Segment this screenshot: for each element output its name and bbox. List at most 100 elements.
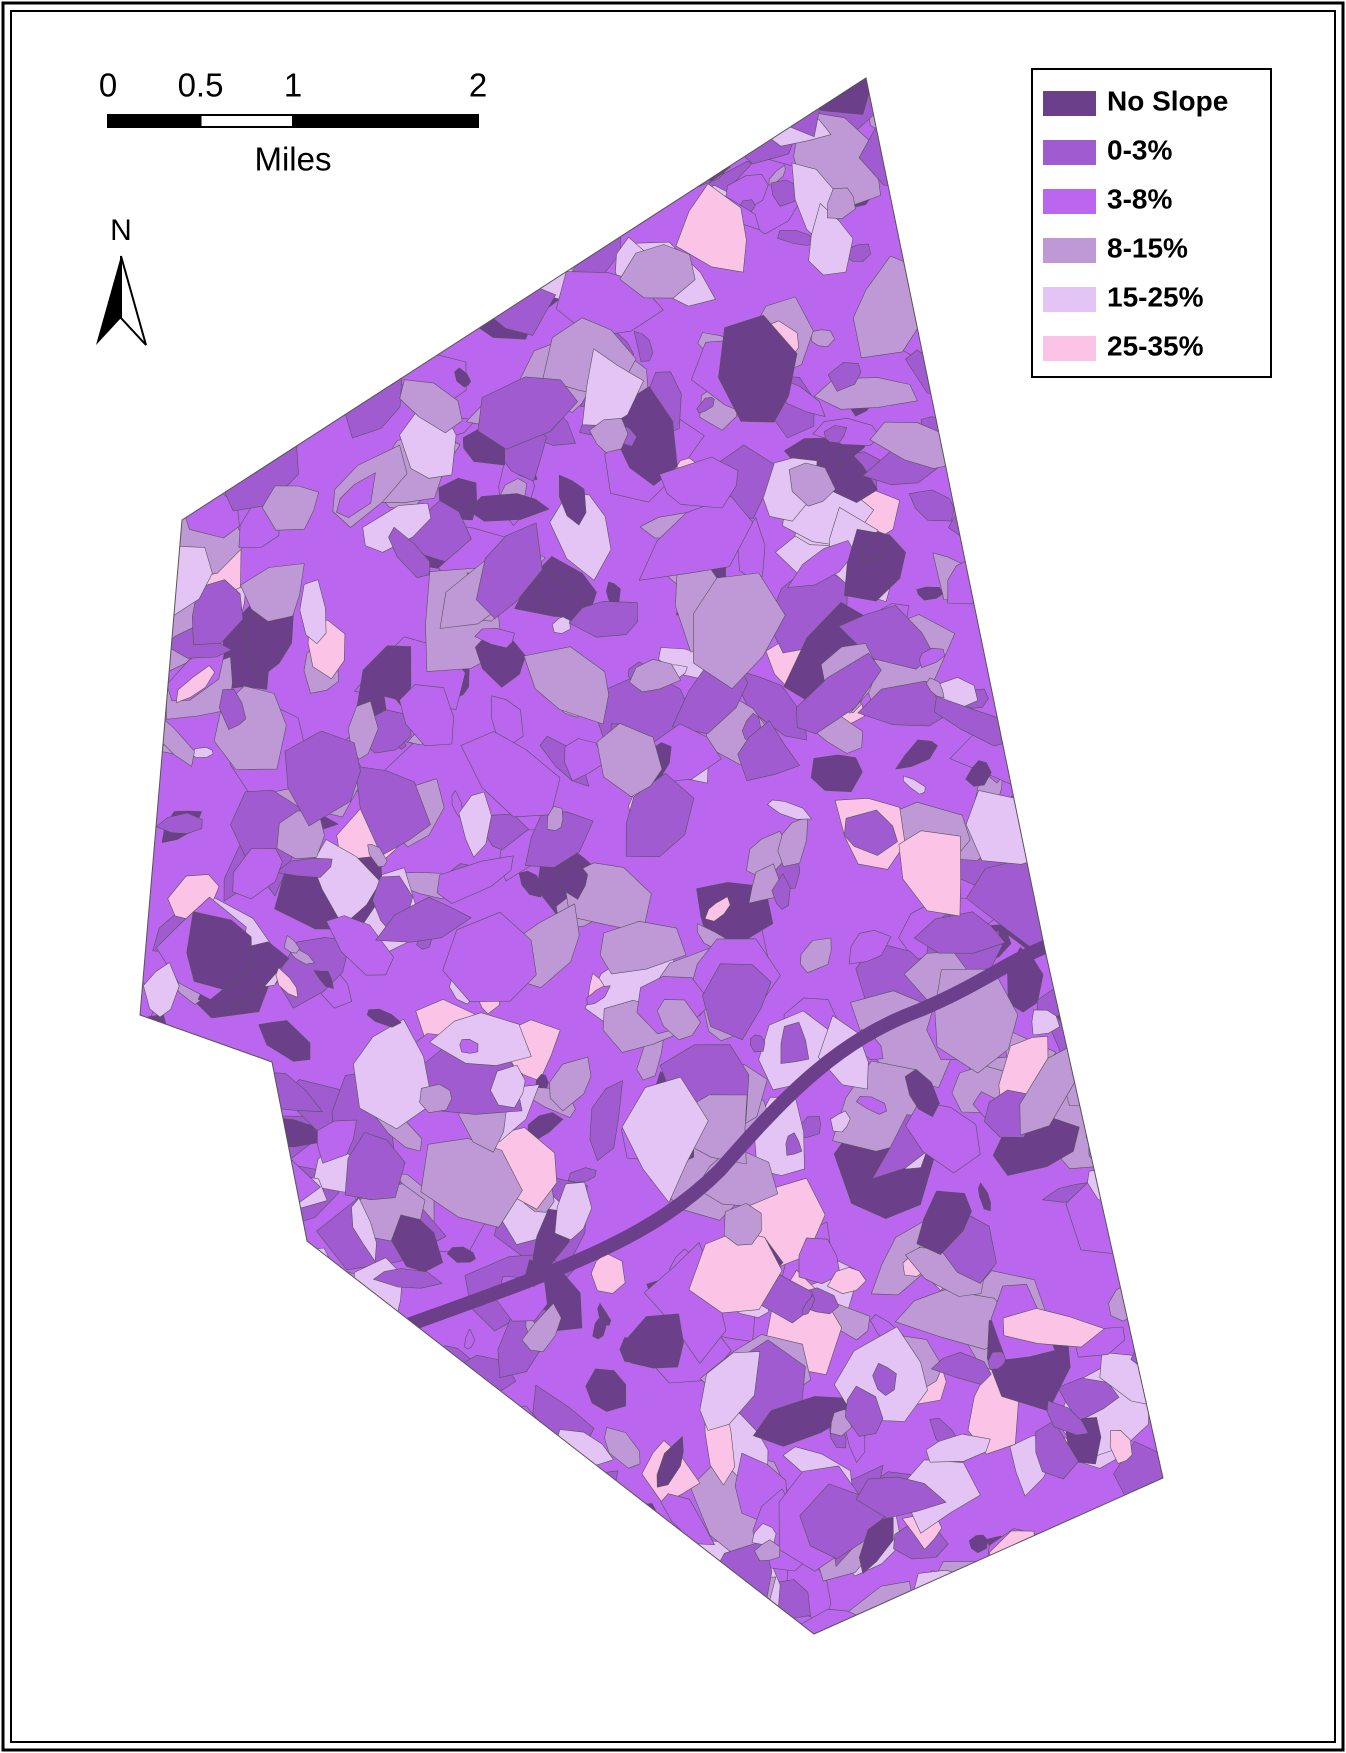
slope-patch <box>547 77 577 106</box>
slope-patch <box>147 1144 201 1221</box>
slope-patch <box>270 411 304 447</box>
slope-patch <box>890 1639 907 1657</box>
slope-patch <box>965 1611 1017 1658</box>
slope-patch <box>1113 1140 1211 1191</box>
slope-patch <box>1131 1338 1223 1380</box>
slope-patch <box>1111 693 1149 722</box>
slope-patch <box>1066 1177 1171 1255</box>
slope-patch <box>1108 1025 1157 1093</box>
slope-patch <box>248 1368 328 1439</box>
slope-patch <box>131 613 158 643</box>
slope-patch <box>976 468 1063 527</box>
slope-patch <box>715 1630 738 1653</box>
slope-patch <box>404 1421 458 1476</box>
slope-patch <box>936 398 1049 447</box>
slope-patch <box>1089 1124 1130 1168</box>
slope-patch <box>360 171 407 234</box>
slope-patch <box>413 141 482 175</box>
slope-patch <box>226 1378 246 1398</box>
slope-patch <box>457 236 479 247</box>
slope-patch <box>374 1482 409 1513</box>
slope-patch <box>367 183 443 238</box>
slope-patch <box>1123 1048 1147 1073</box>
slope-patch <box>250 1119 285 1154</box>
slope-patch <box>312 174 333 216</box>
slope-patch <box>358 159 419 215</box>
slope-patch <box>442 1613 497 1655</box>
slope-patch <box>958 1577 1047 1623</box>
slope-patch <box>397 1397 450 1446</box>
slope-patch <box>1042 617 1138 691</box>
slope-patch <box>1065 631 1165 697</box>
slope-patch <box>535 1567 579 1651</box>
arrow-right <box>121 256 146 345</box>
slope-patch <box>980 397 1000 415</box>
slope-patch <box>528 1595 581 1640</box>
map-layout: Miles 00.512 N No Slope0-3%3-8%8-15%15-2… <box>0 0 1346 1753</box>
slope-patch <box>392 1405 473 1463</box>
slope-patch <box>623 93 677 158</box>
slope-patch <box>355 1351 421 1429</box>
slope-patch <box>1094 1140 1168 1215</box>
slope-patch <box>605 1504 646 1558</box>
slope-patch <box>418 172 486 278</box>
slope-patch <box>238 1504 294 1567</box>
slope-patch <box>682 132 714 169</box>
slope-patch <box>215 73 271 139</box>
slope-patch <box>455 274 486 306</box>
slope-patch <box>433 1574 531 1664</box>
slope-patch <box>730 57 801 113</box>
slope-patch <box>264 258 298 289</box>
slope-patch <box>1049 397 1119 490</box>
slope-patch <box>107 490 154 525</box>
slope-patch <box>1000 55 1025 86</box>
slope-patch <box>1139 991 1165 1008</box>
slope-patch <box>205 1051 220 1089</box>
slope-patch <box>652 92 727 149</box>
slope-patch <box>1146 1568 1209 1694</box>
slope-patch <box>663 1593 721 1683</box>
scale-tick-label: 1 <box>284 67 302 104</box>
slope-patch <box>166 338 215 391</box>
slope-patch <box>229 1527 274 1581</box>
slope-patch <box>427 1546 442 1567</box>
slope-patch <box>136 424 209 515</box>
slope-patch <box>345 196 374 216</box>
legend-label: 25-35% <box>1107 330 1204 361</box>
slope-patch <box>1082 812 1135 874</box>
slope-patch <box>221 199 261 230</box>
slope-patch <box>1150 1034 1195 1096</box>
slope-patch <box>238 1539 278 1596</box>
slope-patch <box>104 1188 168 1275</box>
arrow-left <box>96 256 121 345</box>
slope-patch <box>116 1400 158 1423</box>
slope-patch <box>773 54 822 137</box>
slope-patch <box>960 57 1020 131</box>
slope-patch <box>139 1137 222 1208</box>
slope-patch <box>1029 451 1099 521</box>
slope-patch <box>1161 1369 1175 1388</box>
slope-patch <box>626 107 678 160</box>
slope-patch <box>725 1595 755 1631</box>
slope-patch <box>724 1203 761 1245</box>
slope-patch <box>1129 392 1182 436</box>
slope-patch <box>1086 1111 1132 1156</box>
slope-patch <box>375 1565 493 1609</box>
legend-swatch <box>1043 238 1096 263</box>
slope-patch <box>265 1632 280 1656</box>
slope-patch <box>532 163 645 227</box>
slope-patch <box>183 1591 259 1690</box>
slope-patch <box>1074 1049 1093 1066</box>
slope-patch <box>502 1494 538 1540</box>
slope-patch <box>144 146 242 228</box>
slope-patch <box>110 540 153 568</box>
slope-patch <box>192 434 248 476</box>
slope-patch <box>125 824 148 858</box>
slope-patch <box>534 1465 565 1513</box>
slope-patch <box>216 1330 256 1384</box>
slope-patch <box>185 1571 229 1637</box>
slope-patch <box>937 96 987 149</box>
slope-patch <box>676 79 696 101</box>
slope-patch <box>497 1463 541 1498</box>
slope-patch <box>96 1085 189 1164</box>
